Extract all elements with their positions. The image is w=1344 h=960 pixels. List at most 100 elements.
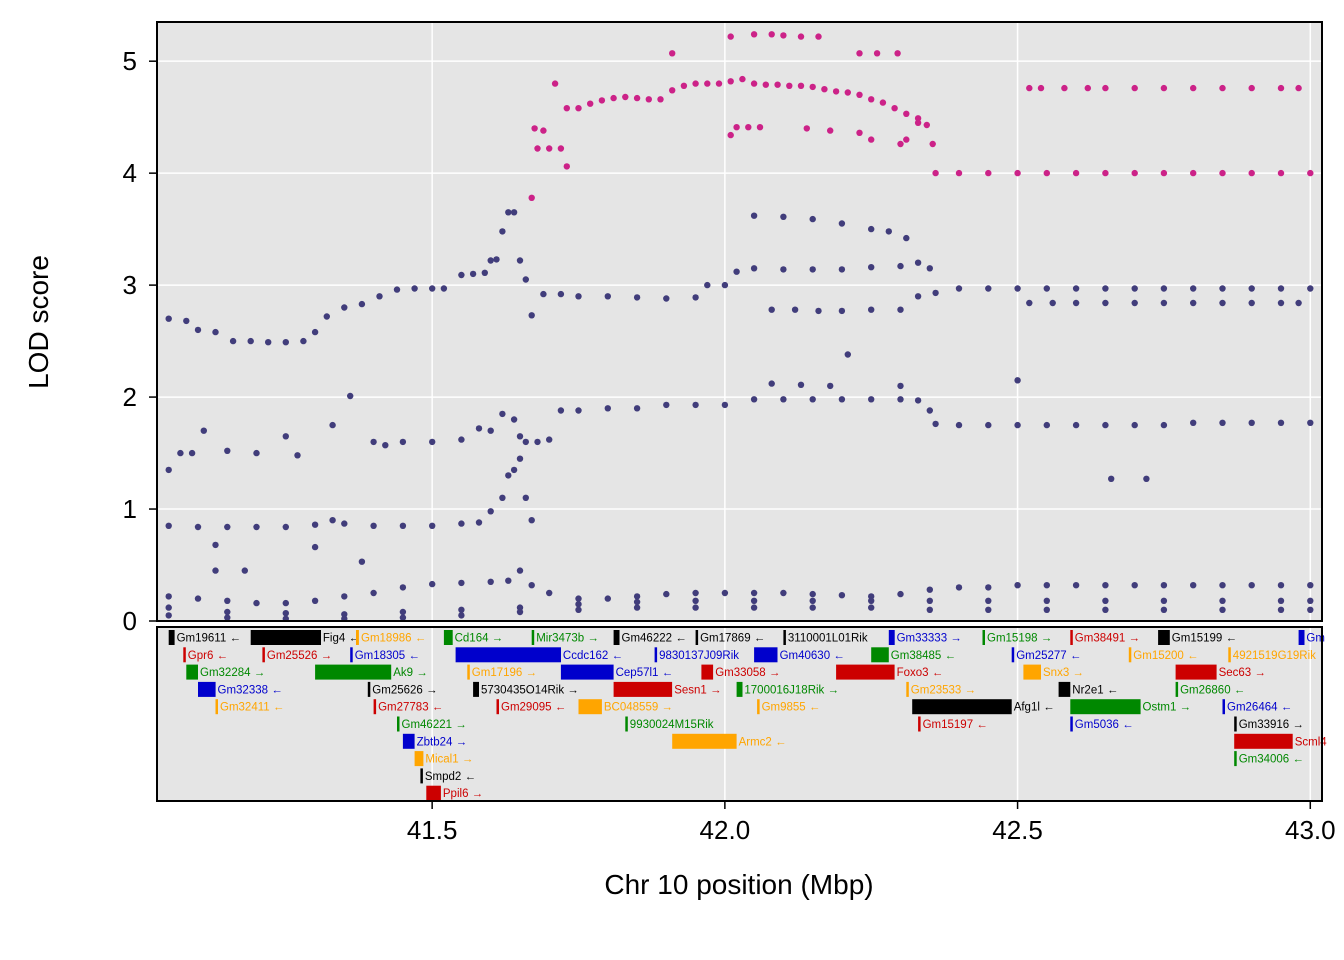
- data-point: [1043, 421, 1051, 429]
- data-point: [505, 577, 512, 584]
- data-point: [926, 265, 933, 272]
- data-point: [481, 269, 488, 276]
- data-point: [1219, 582, 1226, 589]
- data-point: [575, 105, 582, 112]
- gene-bar: [918, 716, 921, 732]
- gene-bar: [426, 785, 441, 801]
- gene-bar: [613, 630, 620, 645]
- data-point: [955, 584, 963, 591]
- data-point: [1248, 169, 1255, 177]
- data-point: [370, 589, 377, 597]
- gene-bar: [168, 630, 175, 645]
- data-point: [516, 257, 524, 264]
- data-point: [1014, 285, 1021, 292]
- data-point: [622, 93, 629, 101]
- data-point: [797, 82, 805, 90]
- data-point: [200, 427, 207, 434]
- data-point: [194, 595, 202, 602]
- data-point: [534, 438, 541, 446]
- data-point: [1049, 299, 1056, 307]
- data-point: [856, 129, 863, 136]
- data-point: [809, 396, 816, 403]
- data-point: [528, 312, 535, 319]
- gene-panel-border: [156, 626, 1323, 802]
- data-point: [1102, 285, 1109, 292]
- data-point: [832, 88, 840, 95]
- data-point: [399, 522, 407, 529]
- y-axis-title: LOD score: [23, 255, 54, 389]
- gene-label: Gm15198 →: [987, 633, 1052, 645]
- data-point: [633, 294, 641, 301]
- data-point: [1277, 419, 1285, 426]
- data-point: [1072, 421, 1080, 429]
- data-point: [750, 589, 758, 597]
- gene-bar: [455, 647, 561, 663]
- data-point: [897, 140, 904, 148]
- data-point: [903, 136, 910, 143]
- data-point: [1084, 84, 1092, 92]
- gene-bar: [367, 681, 371, 697]
- data-point: [1277, 597, 1285, 604]
- data-point: [856, 50, 863, 57]
- data-point: [224, 523, 231, 531]
- gene-track: Gm19611 ← Fig4 ← Gm18986 ← Cd164 → Mir3473b …: [168, 630, 1327, 801]
- data-point: [1160, 169, 1168, 177]
- gene-bar: [1175, 681, 1179, 697]
- data-point: [528, 582, 535, 589]
- data-point: [358, 558, 366, 565]
- gene-label: BC048559 →: [604, 702, 673, 714]
- data-point: [868, 264, 875, 271]
- gene-bar: [262, 647, 265, 663]
- gene-bar: [1023, 664, 1041, 680]
- data-point: [282, 599, 289, 607]
- gene-bar: [1128, 647, 1132, 663]
- data-point: [440, 285, 448, 292]
- data-point: [165, 593, 172, 600]
- data-point: [458, 520, 465, 527]
- gene-label: Gm46221 →: [402, 719, 467, 731]
- data-point: [768, 31, 775, 38]
- data-point: [522, 494, 529, 501]
- data-point: [212, 567, 219, 574]
- data-point: [1219, 84, 1226, 92]
- data-point: [1160, 582, 1168, 589]
- data-point: [493, 256, 500, 263]
- data-point: [341, 520, 348, 527]
- gene-bar: [783, 630, 786, 645]
- data-point: [1295, 299, 1302, 307]
- gene-label: Fig4 ←: [323, 633, 360, 645]
- data-point: [897, 306, 904, 313]
- data-point: [399, 584, 407, 591]
- data-point: [505, 472, 512, 479]
- data-point: [165, 315, 172, 322]
- data-point: [809, 597, 816, 604]
- data-point: [1248, 285, 1255, 292]
- data-point: [1190, 299, 1197, 307]
- data-point: [669, 87, 676, 94]
- data-point: [844, 351, 851, 358]
- data-point: [985, 285, 992, 292]
- data-point: [856, 91, 863, 99]
- gene-label: Gm34006 ←: [1239, 754, 1304, 766]
- data-point: [323, 313, 330, 320]
- data-point: [633, 405, 641, 412]
- data-point: [914, 397, 922, 404]
- data-point: [1277, 606, 1285, 613]
- data-point: [1043, 582, 1051, 589]
- data-point: [1307, 597, 1314, 604]
- data-point: [1072, 169, 1080, 177]
- data-point: [563, 163, 570, 170]
- gene-label: Mical1 →: [425, 754, 473, 766]
- data-point: [1219, 169, 1226, 177]
- gene-label: Sec63 →: [1219, 667, 1266, 679]
- gene-label: Gm38485 ←: [891, 650, 956, 662]
- gene-bar: [1058, 681, 1071, 697]
- gene-bar: [754, 647, 778, 663]
- gene-label: Cd164 →: [455, 633, 504, 645]
- gene-bar: [531, 630, 535, 645]
- data-point: [1131, 421, 1138, 429]
- data-point: [1072, 582, 1080, 589]
- data-point: [604, 405, 611, 412]
- data-point: [645, 96, 652, 103]
- data-point: [575, 407, 582, 414]
